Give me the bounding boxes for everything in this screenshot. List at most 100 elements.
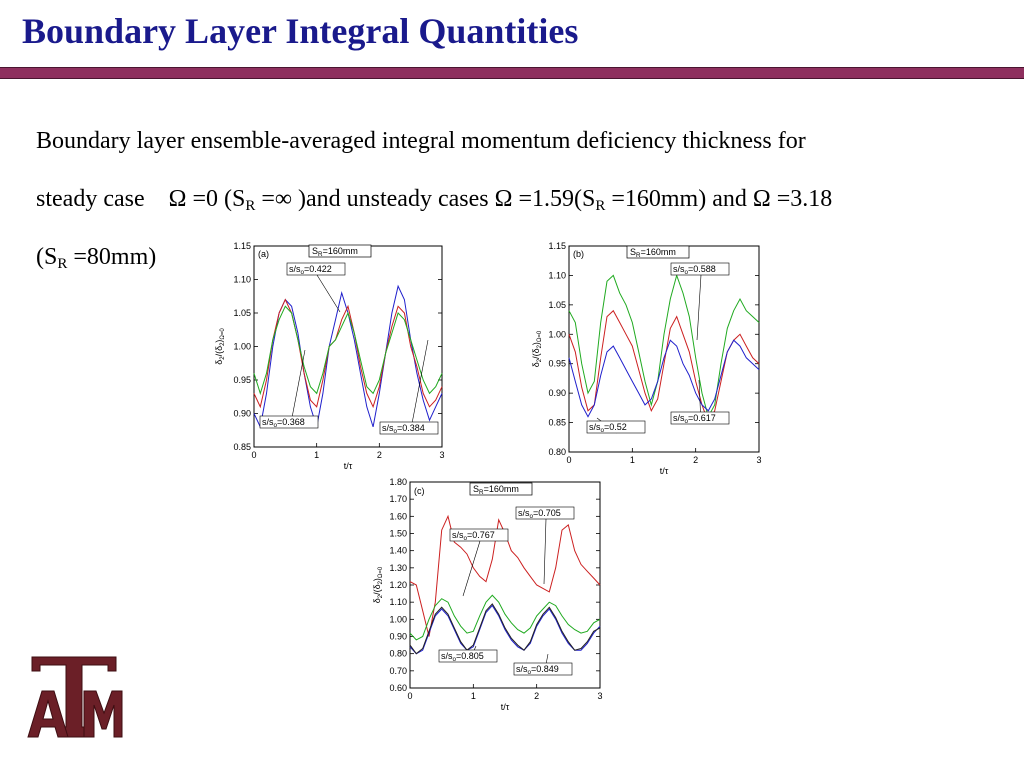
eq-omega-318: =3.18	[770, 186, 833, 212]
annotation-box	[449, 528, 509, 542]
subscript-r: R	[245, 198, 256, 214]
panel-label: (b)	[573, 249, 584, 259]
x-tick-label: 3	[439, 450, 444, 460]
annotation-label: s/so=0.705	[518, 508, 561, 520]
annotation-label: s/so=0.617	[673, 413, 716, 425]
legend-box	[469, 482, 533, 496]
legend-box	[626, 245, 690, 259]
chart-b-svg: 0.80 0.85 0.90 0.95 1.00 1.05 1.10 1.15 0 1 2 3 t/τ δ…	[531, 241, 762, 476]
annotation-pointer	[543, 518, 547, 585]
y-tick-label: 1.60	[389, 511, 407, 521]
y-tick-label: 1.10	[233, 275, 251, 285]
annotation-pointer	[289, 349, 306, 429]
annotation-pointer	[696, 274, 702, 341]
y-tick-label: 1.30	[389, 563, 407, 573]
eq-infinity: =∞ )and unsteady cases	[255, 186, 495, 212]
annotation-pointer	[462, 540, 481, 597]
annotation-pointer	[409, 339, 429, 435]
x-tick-label: 2	[534, 691, 539, 701]
y-tick-label: 1.80	[389, 477, 407, 487]
slide-title: Boundary Layer Integral Quantities	[22, 11, 579, 51]
panel-label: (a)	[258, 249, 269, 259]
atm-logo	[24, 653, 124, 748]
series-line-3	[253, 305, 443, 396]
y-tick-label: 0.90	[548, 388, 566, 398]
y-tick-label: 1.10	[389, 597, 407, 607]
y-tick-label: 0.70	[389, 666, 407, 676]
annotation-box	[379, 421, 439, 435]
y-axis-label: δ2/(δ2)Ω=0	[214, 328, 226, 365]
y-tick-label: 0.90	[233, 409, 251, 419]
x-tick-label: 2	[693, 455, 698, 465]
annotation-box	[513, 662, 573, 676]
eq-160mm: =160mm) and	[605, 186, 753, 212]
x-axis-label: t/τ	[660, 466, 669, 476]
x-tick-label: 0	[251, 450, 256, 460]
series-line-3	[568, 339, 760, 418]
annotation-label: s/so=0.368	[262, 417, 305, 429]
chart-panel-a: 0.85 0.90 0.95 1.00 1.05 1.10 1.15 0 1 2 3 t/τ δ2/(δ…	[210, 240, 448, 476]
annotation-box	[670, 262, 730, 276]
annotation-label: s/so=0.384	[382, 423, 425, 435]
annotation-pointer	[316, 274, 341, 313]
x-tick-label: 3	[597, 691, 602, 701]
series-line-2	[253, 298, 443, 409]
body-line-3-start: (S	[36, 244, 58, 270]
series-line-3	[409, 604, 601, 655]
y-tick-label: 0.95	[233, 375, 251, 385]
legend-box	[308, 244, 372, 258]
chart-panel-c: 0.60 0.70 0.80 0.90 1.00 1.10 1.20 1.30 1.40 1.50…	[368, 476, 605, 714]
annotation-box	[438, 649, 498, 663]
annotation-label: s/so=0.588	[673, 264, 716, 276]
x-tick-label: 1	[630, 455, 635, 465]
y-tick-label: 1.50	[389, 529, 407, 539]
annotation-box	[259, 415, 319, 429]
y-tick-label: 0.60	[389, 683, 407, 693]
eq-80mm: =80mm)	[67, 244, 157, 270]
y-tick-label: 0.80	[548, 447, 566, 457]
annotation-label: s/so=0.849	[516, 664, 559, 676]
x-tick-label: 1	[471, 691, 476, 701]
annotation-label: s/so=0.422	[289, 264, 332, 276]
y-tick-label: 1.00	[233, 342, 251, 352]
panel-label: (c)	[414, 486, 425, 496]
annotation-box	[286, 262, 346, 276]
x-tick-label: 0	[566, 455, 571, 465]
omega-symbol: Ω	[752, 186, 771, 212]
annotation-label: s/so=0.52	[589, 422, 627, 434]
x-tick-label: 2	[377, 450, 382, 460]
chart-panel-b: 0.80 0.85 0.90 0.95 1.00 1.05 1.10 1.15 0 1 2 3 t/τ δ…	[527, 240, 763, 476]
omega-symbol: Ω	[168, 186, 187, 212]
y-tick-label: 1.05	[548, 300, 566, 310]
chart-a-svg: 0.85 0.90 0.95 1.00 1.05 1.10 1.15 0 1 2 3 t/τ δ2/(δ…	[214, 241, 445, 471]
y-tick-label: 1.20	[389, 580, 407, 590]
y-tick-label: 0.85	[548, 418, 566, 428]
x-tick-label: 3	[756, 455, 761, 465]
x-tick-label: 0	[407, 691, 412, 701]
y-tick-label: 0.85	[233, 442, 251, 452]
eq-omega-0: =0 (S	[186, 186, 246, 212]
y-tick-label: 1.15	[548, 241, 566, 251]
x-tick-label: 1	[314, 450, 319, 460]
title-divider	[0, 67, 1024, 79]
y-tick-label: 1.15	[233, 241, 251, 251]
series-line-4	[409, 603, 601, 655]
subscript-r: R	[57, 256, 68, 272]
y-tick-label: 0.90	[389, 632, 407, 642]
y-tick-label: 1.40	[389, 546, 407, 556]
y-tick-label: 1.00	[548, 329, 566, 339]
annotation-box	[515, 506, 575, 520]
annotation-label: s/so=0.805	[441, 651, 484, 663]
legend-label: SR=160mm	[312, 246, 358, 258]
annotation-box	[586, 420, 646, 434]
annotation-box	[670, 411, 730, 425]
x-axis-label: t/τ	[344, 461, 353, 471]
y-tick-label: 0.80	[389, 649, 407, 659]
legend-label: SR=160mm	[630, 247, 676, 259]
omega-symbol: Ω	[494, 186, 513, 212]
y-tick-label: 0.95	[548, 359, 566, 369]
body-line-2-start: steady case	[36, 186, 145, 212]
subscript-r: R	[595, 198, 606, 214]
annotation-label: s/so=0.767	[452, 530, 495, 542]
eq-omega-159: =1.59(S	[512, 186, 596, 212]
